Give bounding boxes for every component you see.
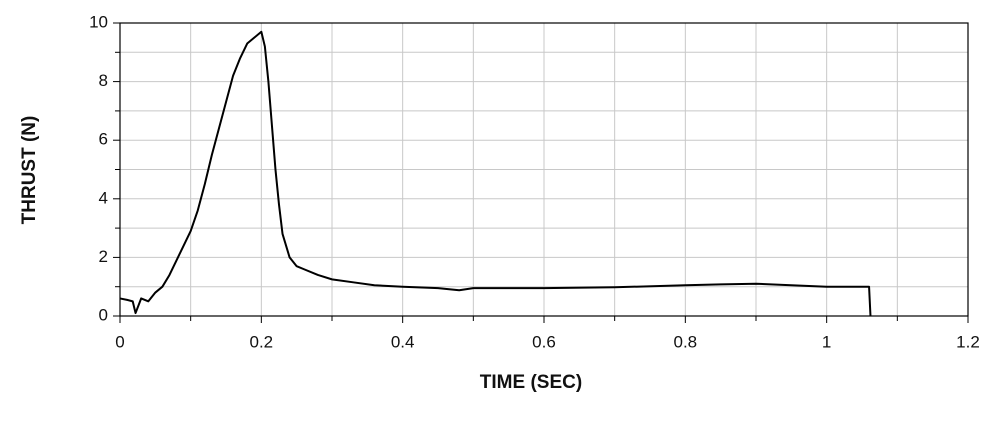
x-axis-title: TIME (SEC) xyxy=(480,372,582,393)
y-tick-label: 10 xyxy=(89,12,108,31)
x-tick-label: 0.4 xyxy=(391,332,415,351)
y-tick-label: 8 xyxy=(99,71,108,90)
y-tick-label: 2 xyxy=(99,247,108,266)
x-tick-label: 0.6 xyxy=(532,332,556,351)
x-tick-label: 0.2 xyxy=(250,332,274,351)
x-tick-label: 0.8 xyxy=(674,332,698,351)
x-tick-label: 1.2 xyxy=(956,332,980,351)
y-tick-label: 4 xyxy=(99,188,108,207)
y-tick-label: 6 xyxy=(99,130,108,149)
x-tick-label: 1 xyxy=(822,332,831,351)
y-axis-title: THRUST (N) xyxy=(19,116,40,225)
x-tick-label: 0 xyxy=(115,332,124,351)
thrust-line xyxy=(119,30,872,317)
y-tick-label: 0 xyxy=(99,305,108,324)
plot-frame xyxy=(119,22,969,317)
